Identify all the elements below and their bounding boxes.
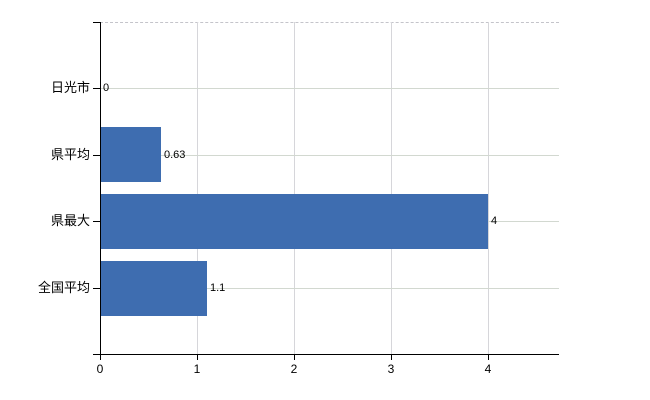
bar-value-label: 0.63 xyxy=(164,149,186,161)
x-tick-label: 0 xyxy=(96,362,104,376)
x-tick-label: 1 xyxy=(193,362,201,376)
gridline-vertical xyxy=(294,22,295,354)
gridline-vertical xyxy=(197,22,198,354)
bar xyxy=(100,261,207,316)
x-tick-label: 4 xyxy=(484,362,492,376)
x-axis-tick xyxy=(488,354,489,360)
x-axis-tick xyxy=(197,354,198,360)
category-label: 日光市 xyxy=(50,80,90,95)
plot-top-border xyxy=(100,22,559,23)
bar-value-label: 0 xyxy=(103,82,110,94)
gridline-vertical xyxy=(488,22,489,354)
y-axis xyxy=(100,22,101,355)
y-axis-tick xyxy=(93,288,100,289)
bar xyxy=(100,194,488,249)
category-label: 全国平均 xyxy=(37,280,90,295)
bar-value-label: 4 xyxy=(491,215,498,227)
y-axis-tick xyxy=(93,221,100,222)
gridline-horizontal xyxy=(100,88,559,89)
gridline-horizontal xyxy=(100,288,559,289)
y-axis-tick xyxy=(93,22,100,23)
x-tick-label: 2 xyxy=(290,362,298,376)
y-axis-tick xyxy=(93,155,100,156)
x-axis-tick xyxy=(294,354,295,360)
x-axis-tick xyxy=(391,354,392,360)
gridline-vertical xyxy=(391,22,392,354)
x-axis-tick xyxy=(100,354,101,360)
x-axis xyxy=(100,354,559,355)
category-label: 県平均 xyxy=(50,147,90,162)
bar xyxy=(100,127,161,182)
y-axis-tick xyxy=(93,354,100,355)
bar-value-label: 1.1 xyxy=(210,282,226,294)
y-axis-tick xyxy=(93,88,100,89)
gridline-horizontal xyxy=(100,155,559,156)
x-tick-label: 3 xyxy=(387,362,395,376)
category-label: 県最大 xyxy=(50,213,90,228)
